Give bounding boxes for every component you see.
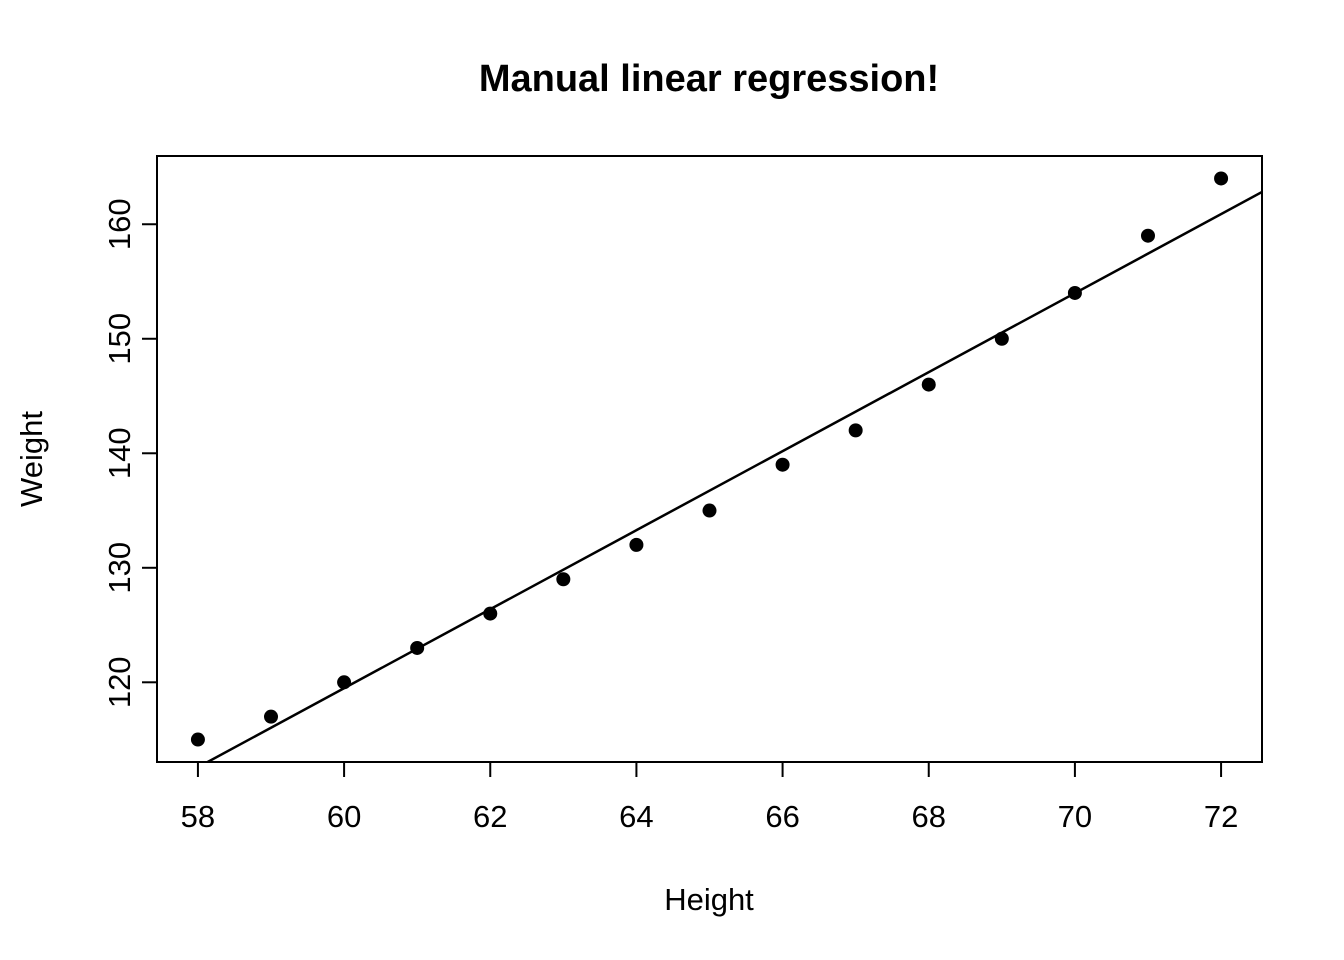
data-point <box>702 503 717 518</box>
x-tick-label: 68 <box>912 799 946 834</box>
data-point <box>264 709 279 724</box>
data-point <box>1140 228 1155 243</box>
x-tick-label: 66 <box>765 799 799 834</box>
y-tick-label: 160 <box>102 198 137 250</box>
regression-line <box>204 190 1262 762</box>
y-tick-label: 130 <box>102 542 137 594</box>
data-point <box>775 457 790 472</box>
chart-title: Manual linear regression! <box>479 58 939 100</box>
x-axis-label: Height <box>664 882 754 917</box>
data-point <box>556 572 571 587</box>
scatter-points <box>190 171 1229 747</box>
x-axis-ticks: 58 60 62 64 66 68 70 72 <box>181 762 1238 834</box>
data-point <box>190 732 205 747</box>
data-point <box>410 640 425 655</box>
data-point <box>629 537 644 552</box>
x-tick-label: 70 <box>1058 799 1092 834</box>
y-axis-label: Weight <box>14 411 49 507</box>
data-point <box>1067 285 1082 300</box>
y-tick-label: 150 <box>102 313 137 365</box>
data-point <box>848 423 863 438</box>
x-tick-label: 64 <box>619 799 653 834</box>
y-axis-ticks: 120 130 140 150 160 <box>102 198 157 708</box>
x-tick-label: 60 <box>327 799 361 834</box>
data-point <box>921 377 936 392</box>
y-tick-label: 140 <box>102 427 137 479</box>
x-tick-label: 62 <box>473 799 507 834</box>
data-point <box>1214 171 1229 186</box>
data-point <box>483 606 498 621</box>
x-tick-label: 58 <box>181 799 215 834</box>
y-tick-label: 120 <box>102 656 137 708</box>
data-point <box>994 331 1009 346</box>
data-point <box>337 675 352 690</box>
x-tick-label: 72 <box>1204 799 1238 834</box>
plot-border <box>156 155 1263 763</box>
